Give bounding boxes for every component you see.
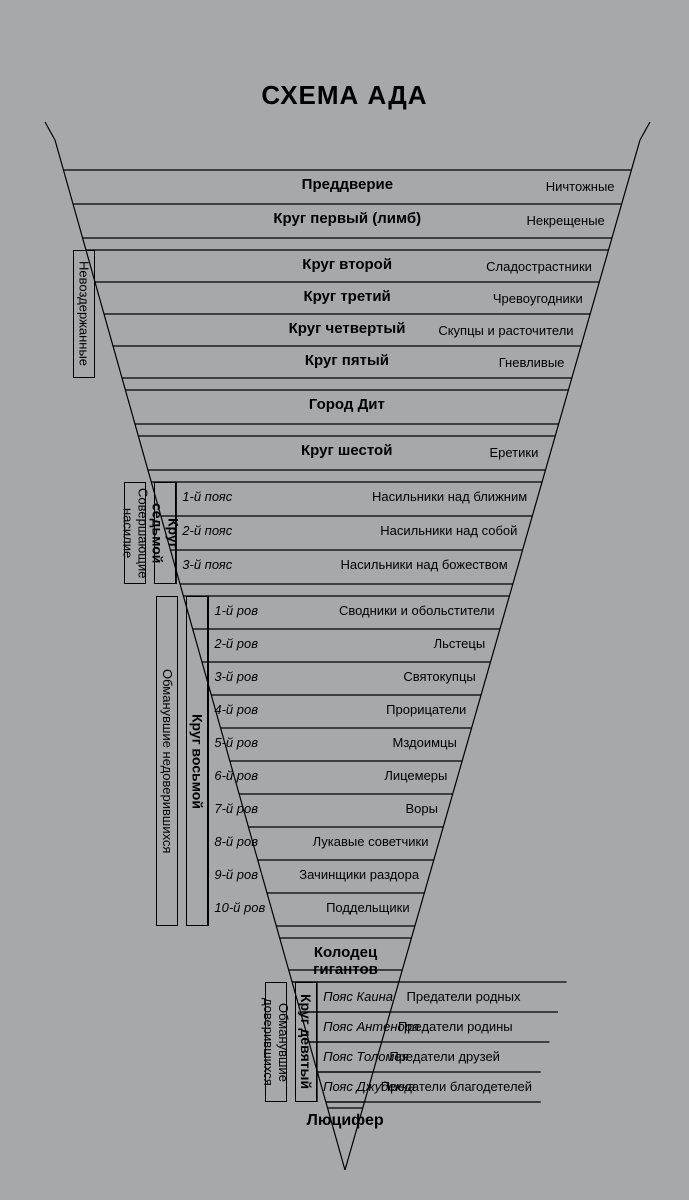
row-circle3-sinners: Чревоугодники [99,291,582,306]
circle8-sub-2-right: Святокупцы [214,669,475,684]
row-circle4-sinners: Скупцы и расточители [108,323,573,338]
circle7-sub-1-right: Насильники над собой [182,523,517,538]
circle9-label: Круг девятый [295,982,317,1102]
lucifer-label: Люцифер [291,1112,399,1130]
row-circle6-sinners: Еретики [143,445,538,460]
row-circle1-sinners: Некрещеные [78,213,605,228]
circle7-bracket: Совершающие насилие [124,482,146,584]
circle8-sub-5-right: Лицемеры [214,768,447,783]
circle7-sub-0-right: Насильники над ближним [182,489,527,504]
circle8-sub-4-right: Мздоимцы [214,735,456,750]
circle9-sub-3-ext: Предатели благодетелей [381,1079,532,1094]
circle9-sub-0-left: Пояс Каина [323,989,393,1004]
circle9-sub-1-ext: Предатели родины [398,1019,513,1034]
circle8-sub-0-right: Сводники и обольстители [214,603,494,618]
circle8-sub-8-right: Зачинщики раздора [214,867,419,882]
circle7-label: Круг седьмой [154,482,176,584]
bracket-incontinent: Невоздержанные [73,250,95,378]
circle8-bracket: Обманувшие недоверившихся [156,596,178,926]
circle8-sub-9-right: Поддельщики [214,900,409,915]
row-circle2-sinners: Сладострастники [90,259,591,274]
row-circle5-sinners: Гневливые [118,355,565,370]
giants-label: Колодец гигантов [284,944,407,978]
circle8-label: Круг восьмой [186,596,208,926]
circle9-bracket: Обманувшие доверившихся [265,982,287,1102]
circle8-sub-6-right: Воры [214,801,438,816]
circle9-sub-2-ext: Предатели друзей [389,1049,500,1064]
row-vestibule-sinners: Ничтожные [68,179,614,194]
circle8-sub-1-right: Льстецы [214,636,485,651]
circle7-sub-2-right: Насильники над божеством [182,557,507,572]
row-dis-label: Город Дит [130,396,563,413]
circle9-sub-0-ext: Предатели родных [407,989,521,1004]
circle8-sub-3-right: Прорицатели [214,702,466,717]
circle8-sub-7-right: Лукавые советчики [214,834,428,849]
